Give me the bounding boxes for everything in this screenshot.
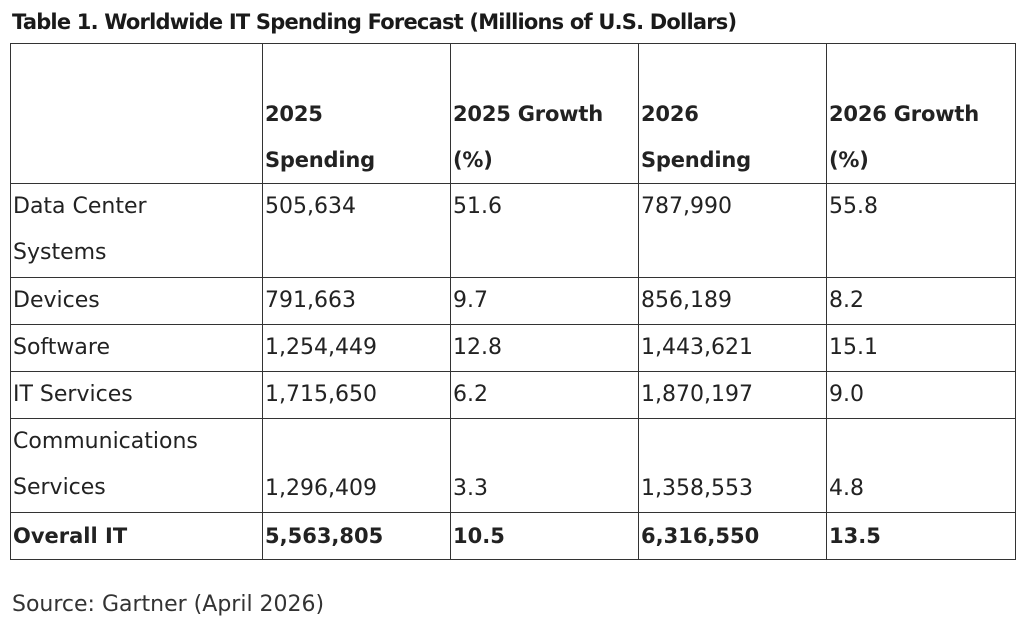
spending-2025-cell: 5,563,805 — [262, 512, 451, 560]
source-note: Source: Gartner (April 2026) — [12, 592, 325, 617]
growth-2026-cell: 4.8 — [826, 418, 1016, 513]
header-cell-2025-spending: 2025 Spending — [262, 43, 451, 184]
table-row-devices: Devices 791,663 9.7 856,189 8.2 — [10, 277, 1016, 325]
spending-2025-cell: 1,296,409 — [262, 418, 451, 513]
segment-cell: Devices — [10, 277, 263, 325]
spending-2025-cell: 1,254,449 — [262, 324, 451, 372]
table-title: Table 1. Worldwide IT Spending Forecast … — [12, 10, 737, 34]
header-cell-2026-spending: 2026 Spending — [638, 43, 827, 184]
spending-2026-cell: 856,189 — [638, 277, 827, 325]
growth-2026-cell: 8.2 — [826, 277, 1016, 325]
growth-2026-cell: 13.5 — [826, 512, 1016, 560]
spending-2026-cell: 6,316,550 — [638, 512, 827, 560]
header-cell-segment — [10, 43, 263, 184]
spending-2026-cell: 787,990 — [638, 183, 827, 278]
spending-2026-cell: 1,443,621 — [638, 324, 827, 372]
growth-2025-cell: 12.8 — [450, 324, 639, 372]
it-spending-table: 2025 Spending 2025 Growth (%) 2026 Spend… — [10, 43, 1016, 560]
growth-2026-cell: 55.8 — [826, 183, 1016, 278]
growth-2025-cell: 9.7 — [450, 277, 639, 325]
segment-cell: Data Center Systems — [10, 183, 263, 278]
header-cell-2026-growth: 2026 Growth (%) — [826, 43, 1016, 184]
growth-2025-cell: 51.6 — [450, 183, 639, 278]
table-row-overall-it: Overall IT 5,563,805 10.5 6,316,550 13.5 — [10, 512, 1016, 560]
table-row-communications-services: Communications Services 1,296,409 3.3 1,… — [10, 418, 1016, 513]
growth-2025-cell: 6.2 — [450, 371, 639, 419]
header-cell-2025-growth: 2025 Growth (%) — [450, 43, 639, 184]
growth-2026-cell: 15.1 — [826, 324, 1016, 372]
spending-2025-cell: 505,634 — [262, 183, 451, 278]
table-row-software: Software 1,254,449 12.8 1,443,621 15.1 — [10, 324, 1016, 372]
segment-cell: IT Services — [10, 371, 263, 419]
segment-cell: Communications Services — [10, 418, 263, 513]
table-row-it-services: IT Services 1,715,650 6.2 1,870,197 9.0 — [10, 371, 1016, 419]
growth-2025-cell: 10.5 — [450, 512, 639, 560]
spending-2025-cell: 1,715,650 — [262, 371, 451, 419]
spending-2026-cell: 1,358,553 — [638, 418, 827, 513]
table-row-data-center-systems: Data Center Systems 505,634 51.6 787,990… — [10, 183, 1016, 278]
header-row: 2025 Spending 2025 Growth (%) 2026 Spend… — [10, 43, 1016, 184]
segment-cell: Software — [10, 324, 263, 372]
growth-2026-cell: 9.0 — [826, 371, 1016, 419]
spending-2026-cell: 1,870,197 — [638, 371, 827, 419]
spending-2025-cell: 791,663 — [262, 277, 451, 325]
growth-2025-cell: 3.3 — [450, 418, 639, 513]
segment-cell: Overall IT — [10, 512, 263, 560]
